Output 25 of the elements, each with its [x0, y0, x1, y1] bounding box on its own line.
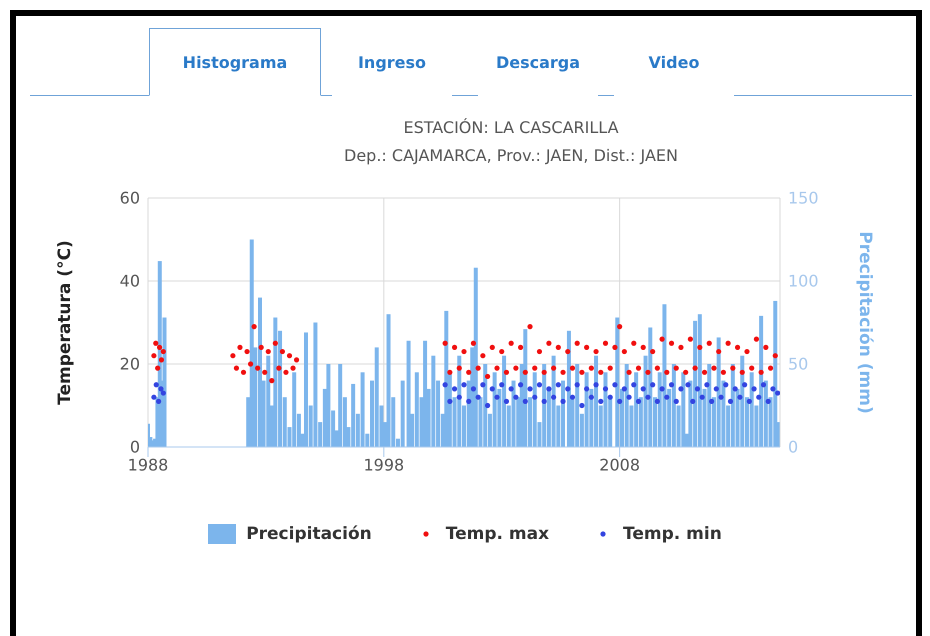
bar [423, 340, 428, 447]
legend-label: Temp. max [446, 524, 550, 544]
y2-axis-title: Precipitación (mm) [854, 231, 875, 414]
y-axis-title: Temperatura (°C) [55, 240, 76, 405]
chart-title: ESTACIÓN: LA CASCARILLA [402, 118, 620, 137]
y2-tick-label: 0 [788, 438, 798, 457]
text: Ingreso [332, 28, 452, 96]
x-tick-label: 1998 [363, 455, 404, 474]
y-tick-label: 0 [130, 438, 140, 457]
y2-tick-label: 50 [788, 354, 808, 374]
y-tick-label: 40 [120, 272, 140, 291]
bar [386, 314, 391, 447]
chart-subtitle: Dep.: CAJAMARCA, Prov.: JAEN, Dist.: JAEN [343, 146, 679, 165]
y2-tick-label: 100 [788, 272, 819, 291]
legend-label: Precipitación [246, 524, 372, 544]
x-tick-label: 2008 [599, 455, 640, 474]
legend-label: Temp. min [623, 524, 722, 544]
text: Descarga [478, 28, 598, 96]
text: Video [614, 28, 734, 96]
y-tick-label: 60 [120, 188, 140, 208]
y2-tick-label: 150 [788, 188, 819, 208]
text: Histograma [149, 28, 321, 96]
x-tick-label: 1988 [128, 455, 168, 474]
bar [406, 340, 411, 447]
y-tick-label: 20 [120, 354, 140, 374]
